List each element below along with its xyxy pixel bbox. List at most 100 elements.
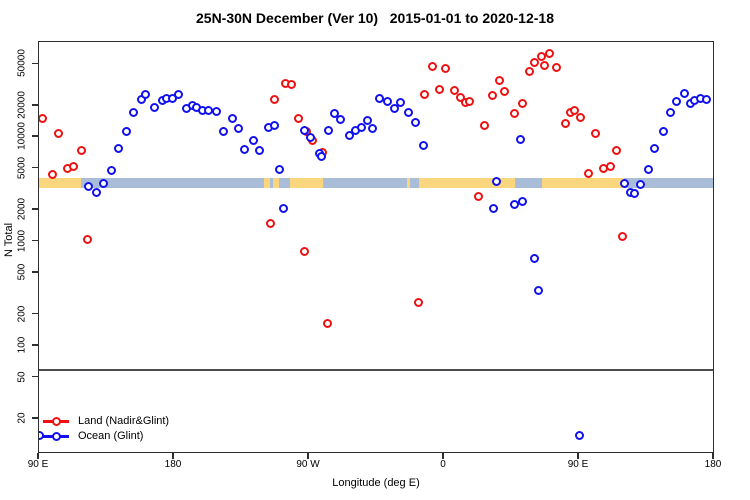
data-point-land xyxy=(270,94,279,104)
data-point-ocean xyxy=(390,103,399,113)
data-point-ocean xyxy=(150,103,159,113)
x-tick-label: 0 xyxy=(440,459,446,470)
data-point-ocean xyxy=(270,120,279,130)
x-tick xyxy=(37,453,39,459)
y-tick xyxy=(32,375,38,378)
x-tick xyxy=(307,453,309,459)
data-point-land xyxy=(570,105,579,115)
data-point-ocean xyxy=(702,94,711,104)
map-strip-land-segment xyxy=(289,177,323,189)
data-point-ocean xyxy=(255,145,264,155)
data-point-ocean xyxy=(306,133,315,143)
data-point-ocean xyxy=(403,107,413,117)
data-point-land xyxy=(465,97,474,107)
data-point-land xyxy=(499,87,509,97)
map-strip xyxy=(39,177,713,189)
map-strip-land-segment xyxy=(264,177,270,189)
data-point-ocean xyxy=(679,89,689,99)
data-point-ocean xyxy=(274,164,284,174)
data-point-land xyxy=(480,120,489,130)
data-point-land xyxy=(322,319,332,329)
data-point-ocean xyxy=(574,430,584,440)
data-point-land xyxy=(265,219,275,229)
data-point-ocean xyxy=(174,89,183,99)
data-point-ocean xyxy=(516,134,525,144)
data-point-ocean xyxy=(643,164,653,174)
y-tick-label: 50 xyxy=(16,370,28,383)
y-tick xyxy=(32,62,38,65)
data-point-ocean xyxy=(534,285,543,295)
data-point-land xyxy=(525,67,534,77)
data-point-ocean xyxy=(345,130,354,140)
data-point-ocean xyxy=(636,180,645,190)
y-tick-label: 100 xyxy=(16,336,28,354)
data-point-ocean xyxy=(336,114,345,124)
data-point-ocean xyxy=(396,97,405,107)
data-point-land xyxy=(583,169,593,179)
ocean-marker-icon xyxy=(43,432,69,441)
data-point-ocean xyxy=(84,181,93,191)
data-point-land xyxy=(294,114,303,124)
data-point-ocean xyxy=(630,188,639,198)
data-point-ocean xyxy=(367,123,377,133)
legend-label-land: Land (Nadir&Glint) xyxy=(78,415,170,427)
x-axis-title: Longitude (deg E) xyxy=(332,477,420,489)
plot-area xyxy=(38,41,714,453)
y-axis-title: N Total xyxy=(3,222,15,258)
data-point-ocean xyxy=(517,197,527,207)
land-marker-icon xyxy=(43,417,69,426)
map-strip-land-segment xyxy=(541,177,624,189)
data-point-ocean xyxy=(489,203,498,213)
legend-circle xyxy=(51,417,61,426)
y-tick-label: 5000 xyxy=(16,156,28,179)
y-tick xyxy=(32,104,38,106)
data-point-land xyxy=(69,161,78,171)
y-tick-label: 1000 xyxy=(16,229,28,252)
y-tick-label: 20 xyxy=(16,412,28,424)
data-point-land xyxy=(286,79,296,89)
threshold-line xyxy=(39,369,713,372)
y-tick-label: 10000 xyxy=(16,122,28,151)
x-tick xyxy=(577,453,579,459)
data-point-ocean xyxy=(529,253,539,263)
data-point-land xyxy=(427,61,437,71)
data-point-ocean xyxy=(121,127,131,137)
x-tick xyxy=(172,453,174,459)
data-point-land xyxy=(414,297,423,307)
data-point-ocean xyxy=(658,127,668,137)
data-point-land xyxy=(576,113,585,123)
data-point-land xyxy=(612,145,621,155)
y-tick-label: 20000 xyxy=(16,90,28,119)
y-tick xyxy=(32,208,38,211)
y-tick-label: 200 xyxy=(16,305,28,322)
data-point-ocean xyxy=(114,144,123,154)
data-point-ocean xyxy=(300,126,309,136)
data-point-land xyxy=(510,109,519,119)
data-point-ocean xyxy=(418,141,428,151)
x-tick-label: 90 E xyxy=(27,459,49,470)
data-point-ocean xyxy=(234,123,243,133)
y-tick-label: 50000 xyxy=(16,49,28,78)
data-point-land xyxy=(420,89,429,99)
data-point-land xyxy=(517,99,527,109)
data-point-land xyxy=(487,90,497,100)
x-tick-label: 90 E xyxy=(567,459,589,470)
data-point-ocean xyxy=(249,135,258,145)
x-tick-label: 180 xyxy=(164,459,182,470)
y-tick xyxy=(32,166,38,169)
data-point-ocean xyxy=(240,144,249,154)
data-point-ocean xyxy=(330,109,339,119)
y-tick xyxy=(32,312,38,315)
data-point-ocean xyxy=(279,203,288,213)
data-point-land xyxy=(495,76,504,86)
legend-circle xyxy=(51,432,61,441)
data-point-ocean xyxy=(619,179,629,189)
y-tick xyxy=(32,239,38,242)
data-point-ocean xyxy=(357,122,366,132)
data-point-land xyxy=(591,129,600,139)
data-point-land xyxy=(54,129,63,139)
data-point-land xyxy=(561,119,570,129)
data-point-land xyxy=(552,62,561,72)
data-point-ocean xyxy=(316,151,326,161)
